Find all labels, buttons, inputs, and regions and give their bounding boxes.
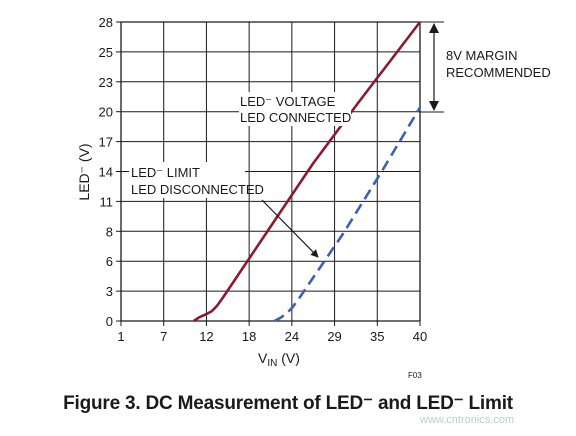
y-axis-ticks: 0 3 6 8 11 14 17 20 23 25 28: [99, 15, 113, 329]
disconnected-limit-line: [273, 106, 422, 323]
x-axis-title: VIN (V): [258, 350, 300, 369]
y-tick-label: 8: [106, 224, 113, 239]
y-tick-label: 11: [100, 194, 114, 209]
x-axis-ticks: 1 7 12 18 24 29 35 40: [117, 329, 427, 344]
margin-label-line2: RECOMMENDED: [446, 65, 551, 80]
connected-label-line1: LED⁻ VOLTAGE: [240, 94, 336, 109]
connected-label-bg: [239, 92, 351, 126]
y-tick-label: 3: [106, 284, 113, 299]
y-axis-title: LED⁻ (V): [76, 143, 92, 200]
disconnected-label-line2: LED DISCONNECTED: [131, 182, 264, 197]
x-tick-label: 29: [327, 329, 341, 344]
margin-arrowhead-down: [429, 101, 439, 111]
y-tick-label: 23: [99, 75, 113, 90]
y-tick-label: 25: [99, 45, 113, 60]
y-tick-label: 14: [99, 165, 113, 180]
figure-code: F03: [408, 371, 422, 380]
connected-voltage-line: [193, 21, 422, 323]
x-axis-title-sub: IN: [267, 358, 277, 369]
y-tick-label: 6: [106, 254, 113, 269]
x-tick-label: 12: [199, 329, 213, 344]
x-tick-label: 24: [285, 329, 299, 344]
x-axis-title-unit: (V): [277, 350, 300, 366]
x-tick-label: 18: [242, 329, 256, 344]
disconnected-pointer-arrow: [261, 199, 319, 258]
disconnected-label-line1: LED⁻ LIMIT: [131, 165, 200, 180]
y-tick-label: 20: [99, 105, 113, 120]
chart-series: [193, 21, 422, 323]
x-tick-label: 35: [370, 329, 384, 344]
connected-label-line2: LED CONNECTED: [240, 110, 351, 125]
disconnected-label-bg: [129, 162, 245, 198]
margin-label-line1: 8V MARGIN: [446, 48, 518, 63]
y-tick-label: 0: [106, 314, 113, 329]
figure-caption: Figure 3. DC Measurement of LED⁻ and LED…: [63, 393, 513, 414]
y-tick-label: 17: [99, 135, 113, 150]
margin-arrowhead-up: [429, 23, 439, 33]
y-tick-label: 28: [99, 15, 113, 30]
x-tick-label: 7: [160, 329, 167, 344]
x-tick-label: 40: [413, 329, 427, 344]
watermark: www.cntronics.com: [420, 414, 515, 426]
x-tick-label: 1: [117, 329, 124, 344]
x-axis-title-main: V: [258, 350, 268, 366]
